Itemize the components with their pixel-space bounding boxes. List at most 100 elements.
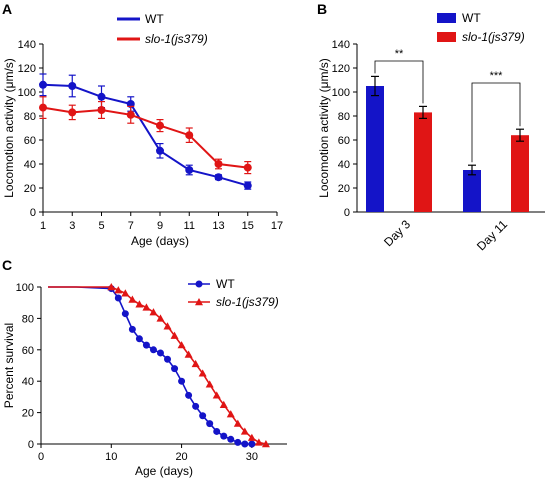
data-point xyxy=(191,359,200,368)
panel-label-b: B xyxy=(317,1,327,17)
significance-label: ** xyxy=(395,48,404,60)
data-point xyxy=(234,438,242,446)
data-point xyxy=(205,380,214,388)
legend-label: slo-1(js379) xyxy=(145,32,208,46)
panel-label-c: C xyxy=(2,257,12,273)
y-axis-label: Percent survival xyxy=(2,323,16,408)
y-tick-label: 60 xyxy=(24,135,36,147)
data-point xyxy=(39,80,47,89)
data-point xyxy=(156,314,165,322)
x-tick-label: 11 xyxy=(184,220,195,232)
bar xyxy=(366,86,384,212)
data-point xyxy=(227,435,235,443)
series-line-slo1 xyxy=(42,106,248,169)
legend-label: slo-1(js379) xyxy=(216,295,279,309)
data-point xyxy=(128,325,136,333)
x-tick-label: 9 xyxy=(157,220,163,232)
y-tick-label: 120 xyxy=(332,63,350,75)
survival-curve-slo1 xyxy=(48,286,267,445)
x-tick-label: 17 xyxy=(271,220,283,232)
legend-marker xyxy=(195,280,203,288)
series-line-wt xyxy=(42,83,249,187)
data-point xyxy=(247,433,256,441)
bar xyxy=(511,135,529,212)
data-point xyxy=(114,286,123,294)
y-tick-label: 40 xyxy=(24,159,36,171)
data-point xyxy=(198,369,207,377)
y-axis-label: Locomotion activity (μm/s) xyxy=(317,58,331,198)
legend-marker xyxy=(195,298,203,306)
legend-swatch xyxy=(437,32,456,42)
x-axis-label: Age (days) xyxy=(131,234,189,248)
y-tick-label: 100 xyxy=(18,87,36,99)
significance-bracket xyxy=(374,60,424,104)
data-point xyxy=(219,400,228,408)
data-point xyxy=(185,391,193,399)
y-tick-label: 40 xyxy=(338,159,350,171)
legend-swatch xyxy=(437,13,456,23)
x-tick-label: 30 xyxy=(246,451,258,463)
y-tick-label: 0 xyxy=(28,439,34,451)
data-point xyxy=(261,440,270,448)
data-point xyxy=(171,365,179,373)
data-point xyxy=(220,432,228,440)
legend-label: slo-1(js379) xyxy=(462,30,525,44)
y-tick-label: 60 xyxy=(338,135,350,147)
data-point xyxy=(142,303,151,311)
chart-c: 0 20 40 60 80 100 0 10 20 30 Age (days) Percent sur… xyxy=(2,277,287,478)
legend-label: WT xyxy=(462,11,481,25)
y-tick-label: 20 xyxy=(24,183,36,195)
y-tick-label: 60 xyxy=(22,345,34,357)
y-tick-label: 20 xyxy=(338,183,350,195)
data-point xyxy=(184,350,193,358)
data-point xyxy=(142,341,150,349)
y-tick-label: 120 xyxy=(18,63,36,75)
panel-label-a: A xyxy=(2,1,12,17)
data-point xyxy=(254,438,263,446)
data-point xyxy=(68,108,77,117)
significance-label: *** xyxy=(490,70,504,82)
data-point xyxy=(121,310,129,318)
data-point xyxy=(170,331,179,339)
data-point xyxy=(156,349,164,357)
x-tick-label: 15 xyxy=(242,220,254,232)
data-point xyxy=(149,346,157,354)
bar xyxy=(414,112,432,212)
legend-label: WT xyxy=(216,277,235,291)
y-axis-label: Locomotion activity (μm/s) xyxy=(2,58,16,198)
data-point xyxy=(185,166,194,174)
data-point xyxy=(213,427,221,435)
category-label: Day 3 xyxy=(381,217,413,249)
significance-bracket xyxy=(471,82,521,163)
x-tick-label: 0 xyxy=(38,451,44,463)
legend-label: WT xyxy=(145,12,164,26)
x-tick-label: 7 xyxy=(128,220,134,232)
data-point xyxy=(212,391,221,399)
y-tick-label: 0 xyxy=(30,207,36,219)
x-tick-label: 5 xyxy=(98,220,104,232)
data-point xyxy=(178,377,186,385)
y-tick-label: 100 xyxy=(16,282,34,294)
y-tick-label: 80 xyxy=(24,111,36,123)
data-point xyxy=(97,106,106,114)
y-tick-label: 40 xyxy=(22,376,34,388)
y-tick-label: 100 xyxy=(332,87,350,99)
data-point xyxy=(248,440,256,448)
y-tick-label: 80 xyxy=(22,313,34,325)
data-point xyxy=(149,308,158,316)
data-point xyxy=(39,103,47,112)
data-point xyxy=(135,300,144,308)
category-label: Day 11 xyxy=(474,217,510,253)
x-axis-label: Age (days) xyxy=(135,464,193,478)
data-point xyxy=(206,420,214,428)
data-point xyxy=(128,295,137,303)
data-point xyxy=(135,335,143,343)
data-point xyxy=(114,294,122,302)
data-point xyxy=(107,283,116,291)
data-point xyxy=(126,110,135,119)
data-point xyxy=(97,92,106,101)
x-tick-label: 13 xyxy=(212,220,224,232)
data-point xyxy=(156,121,164,130)
